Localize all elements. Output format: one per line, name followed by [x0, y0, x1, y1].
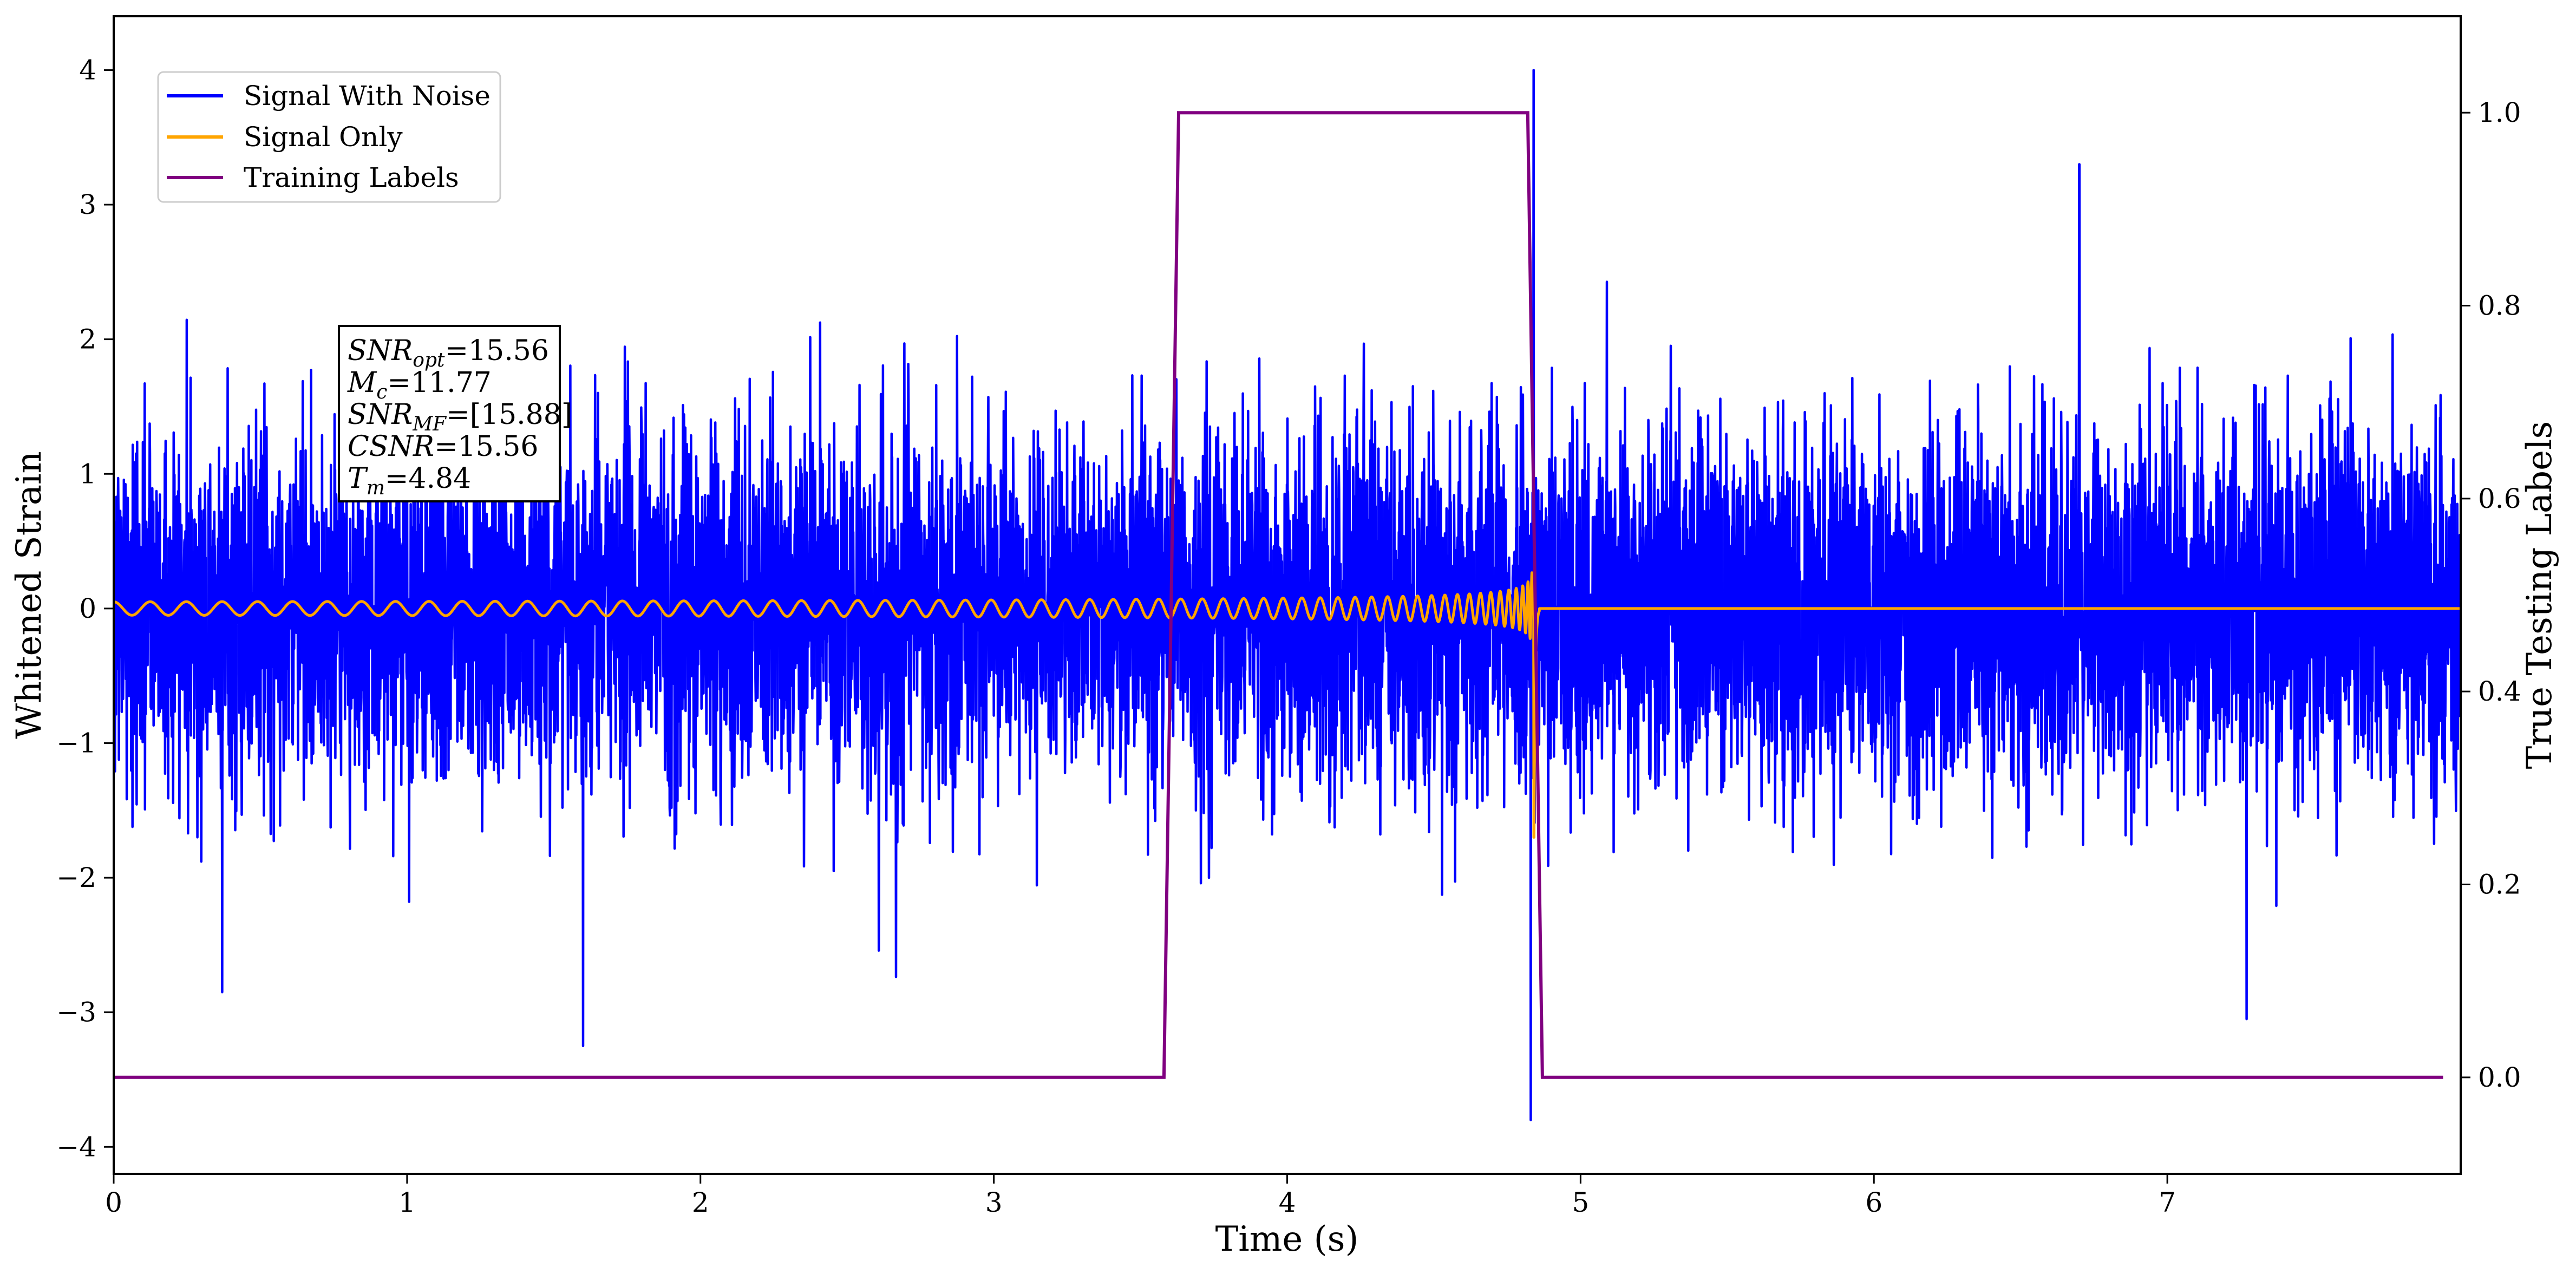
y-tick-label: 0	[79, 593, 96, 624]
y-tick-label: 1	[79, 458, 96, 489]
annotation-line: CSNR=15.56	[348, 430, 539, 463]
annotation-line: SNRMF=[15.88]	[348, 398, 572, 435]
y-tick-label: 2	[79, 324, 96, 355]
y-axis-left: −4 −3 −2 −1 0 1 2 3 4	[56, 54, 114, 1162]
y-tick-label: −3	[56, 997, 96, 1028]
series-layer	[114, 69, 2461, 1121]
legend-frame	[157, 71, 501, 203]
y2-tick-label: 0.4	[2478, 676, 2521, 707]
x-tick-label: 1	[398, 1187, 416, 1218]
x-tick-label: 7	[2159, 1187, 2176, 1218]
x-tick-label: 3	[985, 1187, 1003, 1218]
annotation-line: SNRopt=15.56	[348, 335, 549, 371]
x-tick-label: 6	[1865, 1187, 1882, 1218]
y-tick-label: 3	[79, 189, 96, 220]
y2-tick-label: 0.8	[2478, 290, 2521, 322]
annotation-line: Mc=11.77	[347, 367, 492, 403]
x-axis-title: Time (s)	[1215, 1219, 1359, 1259]
x-tick-label: 0	[105, 1187, 122, 1218]
y-axis-right: 0.0 0.2 0.4 0.6 0.8 1.0	[2461, 97, 2521, 1093]
y2-axis-title: True Testing Labels	[2520, 421, 2560, 769]
x-axis: 0 1 2 3 4 5 6 7	[105, 1174, 2176, 1218]
y2-tick-label: 0.2	[2478, 869, 2521, 900]
y-tick-label: 4	[79, 54, 96, 86]
legend-label-signal-only: Signal Only	[244, 121, 403, 153]
series-signal-only	[114, 571, 2461, 839]
series-training-labels	[114, 111, 2443, 1079]
y-tick-label: −2	[56, 862, 96, 893]
legend: Signal With Noise Signal Only Training L…	[157, 71, 501, 203]
y2-tick-label: 1.0	[2478, 97, 2521, 128]
annotation-line: Tm=4.84	[348, 462, 471, 499]
y-tick-label: −1	[56, 727, 96, 759]
y2-tick-label: 0.6	[2478, 483, 2521, 514]
x-tick-label: 5	[1572, 1187, 1589, 1218]
x-tick-label: 4	[1279, 1187, 1296, 1218]
y2-tick-label: 0.0	[2478, 1062, 2521, 1093]
y-tick-label: −4	[56, 1131, 96, 1162]
legend-label-training-labels: Training Labels	[244, 162, 459, 193]
annotation-box: SNRopt=15.56Mc=11.77SNRMF=[15.88]CSNR=15…	[338, 325, 572, 502]
annotation-frame	[338, 325, 561, 502]
legend-label-signal-with-noise: Signal With Noise	[244, 80, 491, 112]
series-signal-with-noise	[114, 69, 2461, 1121]
x-tick-label: 2	[692, 1187, 709, 1218]
y-axis-title: Whitened Strain	[9, 451, 49, 739]
